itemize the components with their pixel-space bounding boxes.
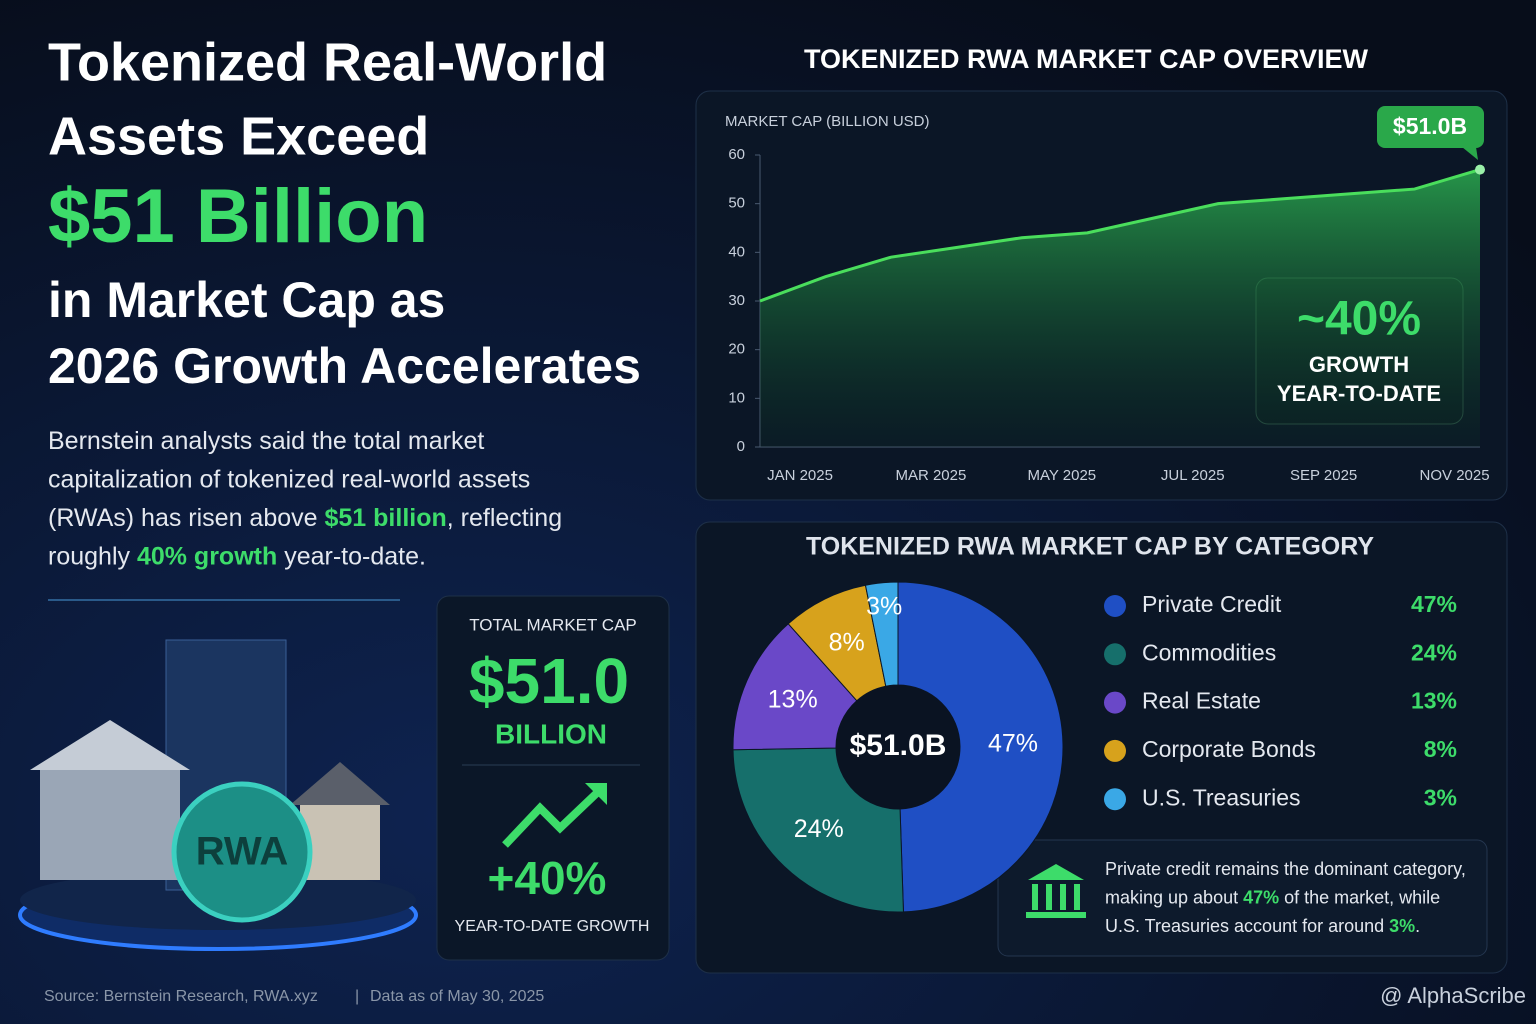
- callout: ~40%: [1297, 293, 1421, 346]
- coin-label: RWA: [196, 830, 289, 874]
- text-segment: of the market, while: [1279, 887, 1440, 907]
- growth-arrow: [502, 787, 603, 848]
- legend-swatch: [1104, 595, 1126, 617]
- legend-value: 47%: [1411, 591, 1457, 617]
- end-point: [1475, 164, 1485, 175]
- title-line: 2026 Growth Accelerates: [48, 338, 641, 394]
- chart-title: TOKENIZED RWA MARKET CAP OVERVIEW: [804, 44, 1369, 74]
- text-segment: capitalization of tokenized real-world a…: [48, 465, 530, 493]
- footer-date: Data as of May 30, 2025: [370, 988, 544, 1005]
- x-tick-label: MAY 2025: [1027, 467, 1096, 484]
- legend-swatch: [1104, 691, 1126, 714]
- legend-swatch: [1104, 788, 1126, 811]
- note-box: [997, 839, 1488, 957]
- pie-hole: [836, 685, 960, 809]
- callout: GROWTH: [1309, 352, 1409, 377]
- annotation: $51.0B: [1393, 113, 1467, 139]
- legend-label: Commodities: [1142, 639, 1276, 665]
- annotation-box: [1377, 106, 1484, 148]
- x-tick-label: JUL 2025: [1161, 467, 1225, 484]
- x-tick-label: NOV 2025: [1420, 467, 1490, 484]
- footer-source: Source: Bernstein Research, RWA.xyz: [44, 988, 318, 1005]
- data-label: 3%: [866, 592, 902, 620]
- legend-value: 13%: [1411, 688, 1457, 714]
- callout: YEAR-TO-DATE: [1277, 381, 1441, 406]
- annotation-pointer: [1462, 147, 1478, 160]
- text-segment: .: [1415, 916, 1420, 936]
- line: [759, 168, 1481, 303]
- stats-growth-label: YEAR-TO-DATE GROWTH: [455, 918, 650, 935]
- legend-value: 8%: [1424, 736, 1457, 762]
- x-tick-label: SEP 2025: [1290, 467, 1357, 484]
- note-icon: [1026, 864, 1086, 918]
- text-segment: roughly: [48, 542, 137, 570]
- area: [760, 169, 1480, 447]
- center-label: $51.0B: [850, 729, 947, 762]
- y-tick-label: 30: [728, 292, 745, 309]
- legend-label: Private Credit: [1142, 591, 1282, 617]
- text-segment: 3%: [1389, 916, 1415, 936]
- x-tick-label: JAN 2025: [767, 467, 833, 484]
- text-line: making up about 47% of the market, while: [1105, 887, 1440, 907]
- y-tick-label: 20: [728, 341, 745, 358]
- title-line: Assets Exceed: [48, 106, 429, 166]
- text-segment: (RWAs) has risen above: [48, 504, 325, 532]
- stats-unit: BILLION: [495, 718, 607, 749]
- legend-label: Corporate Bonds: [1142, 736, 1316, 762]
- stats-value: $51.0: [469, 645, 629, 717]
- data-label: 13%: [768, 685, 818, 713]
- illustration: RWA: [18, 639, 418, 951]
- chart-title: TOKENIZED RWA MARKET CAP BY CATEGORY: [806, 533, 1374, 561]
- y-tick-label: 60: [728, 146, 745, 163]
- text-segment: $51 billion: [325, 504, 447, 532]
- text-segment: Bernstein analysts said the total market: [48, 427, 484, 455]
- text-segment: 47%: [1243, 887, 1279, 907]
- text-segment: Private credit remains the dominant cate…: [1105, 859, 1466, 879]
- text-line: Bernstein analysts said the total market: [48, 427, 484, 455]
- y-axis-label: MARKET CAP (BILLION USD): [725, 113, 930, 130]
- y-tick-label: 0: [737, 438, 745, 455]
- text-segment: 40% growth: [137, 542, 277, 570]
- text-line: roughly 40% growth year-to-date.: [48, 542, 426, 570]
- data-label: 47%: [988, 730, 1038, 758]
- x-tick-label: MAR 2025: [895, 467, 966, 484]
- growth-arrow-head: [585, 783, 607, 805]
- text-line: (RWAs) has risen above $51 billion, refl…: [48, 504, 562, 532]
- text-segment: making up about: [1105, 887, 1243, 907]
- footer-brand: @ AlphaScribe: [1380, 983, 1526, 1008]
- title-line: $51 Billion: [48, 174, 428, 259]
- legend-value: 24%: [1411, 639, 1457, 665]
- y-tick-label: 50: [728, 195, 745, 212]
- title-line: in Market Cap as: [48, 272, 445, 328]
- y-tick-label: 40: [728, 243, 745, 260]
- data-label: 24%: [794, 815, 844, 843]
- text-line: Private credit remains the dominant cate…: [1105, 859, 1466, 879]
- y-tick-label: 10: [728, 389, 745, 406]
- text-segment: year-to-date.: [277, 542, 426, 570]
- stats-growth: +40%: [488, 852, 607, 904]
- title-line: Tokenized Real-World: [48, 32, 607, 92]
- stats-card: [436, 595, 670, 961]
- text-line: capitalization of tokenized real-world a…: [48, 465, 530, 493]
- legend-swatch: [1104, 643, 1126, 666]
- text-segment: , reflecting: [447, 504, 562, 532]
- legend-label: Real Estate: [1142, 688, 1261, 714]
- text-line: U.S. Treasuries account for around 3%.: [1105, 916, 1420, 936]
- footer-separator: |: [355, 988, 359, 1005]
- legend-value: 3%: [1424, 784, 1457, 810]
- legend-swatch: [1104, 739, 1126, 762]
- text-segment: U.S. Treasuries account for around: [1105, 916, 1389, 936]
- legend-label: U.S. Treasuries: [1142, 784, 1301, 810]
- data-label: 8%: [829, 629, 865, 657]
- stats-label: TOTAL MARKET CAP: [469, 615, 637, 634]
